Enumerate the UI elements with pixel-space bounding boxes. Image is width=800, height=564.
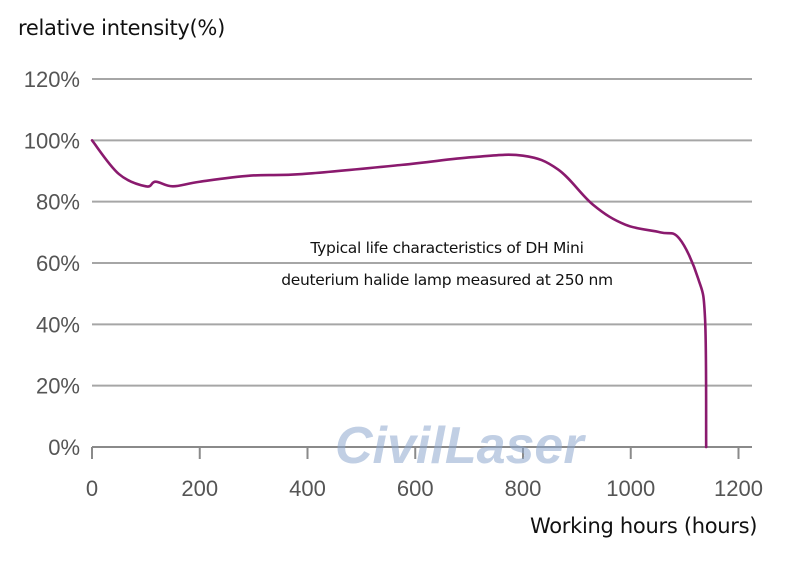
x-tick-label: 0 xyxy=(86,476,98,501)
y-tick-label: 20% xyxy=(36,374,80,399)
x-tick-label: 800 xyxy=(505,476,542,501)
y-tick-label: 120% xyxy=(24,67,80,92)
x-tick-label: 600 xyxy=(397,476,434,501)
y-tick-label: 100% xyxy=(24,128,80,153)
watermark-logo: CivilLaser xyxy=(335,417,586,475)
x-tick-label: 1000 xyxy=(606,476,655,501)
chart-annotation: Typical life characteristics of DH Mini … xyxy=(232,232,662,296)
annotation-line-1: Typical life characteristics of DH Mini xyxy=(310,239,584,257)
y-tick-label: 0% xyxy=(48,435,80,460)
y-tick-label: 80% xyxy=(36,190,80,215)
y-axis-ticks: 0% 20% 40% 60% 80% 100% 120% xyxy=(24,67,80,460)
y-tick-label: 60% xyxy=(36,251,80,276)
x-tick-label: 1200 xyxy=(714,476,763,501)
annotation-line-2: deuterium halide lamp measured at 250 nm xyxy=(281,271,613,289)
intensity-curve xyxy=(90,139,708,449)
x-axis: 0 200 400 600 800 1000 1200 xyxy=(86,446,763,501)
x-tick-label: 200 xyxy=(181,476,218,501)
y-tick-label: 40% xyxy=(36,312,80,337)
y-axis-title: relative intensity(%) xyxy=(18,16,225,40)
gridlines xyxy=(92,78,752,387)
x-tick-label: 400 xyxy=(289,476,326,501)
x-axis-title: Working hours (hours) xyxy=(530,514,758,538)
